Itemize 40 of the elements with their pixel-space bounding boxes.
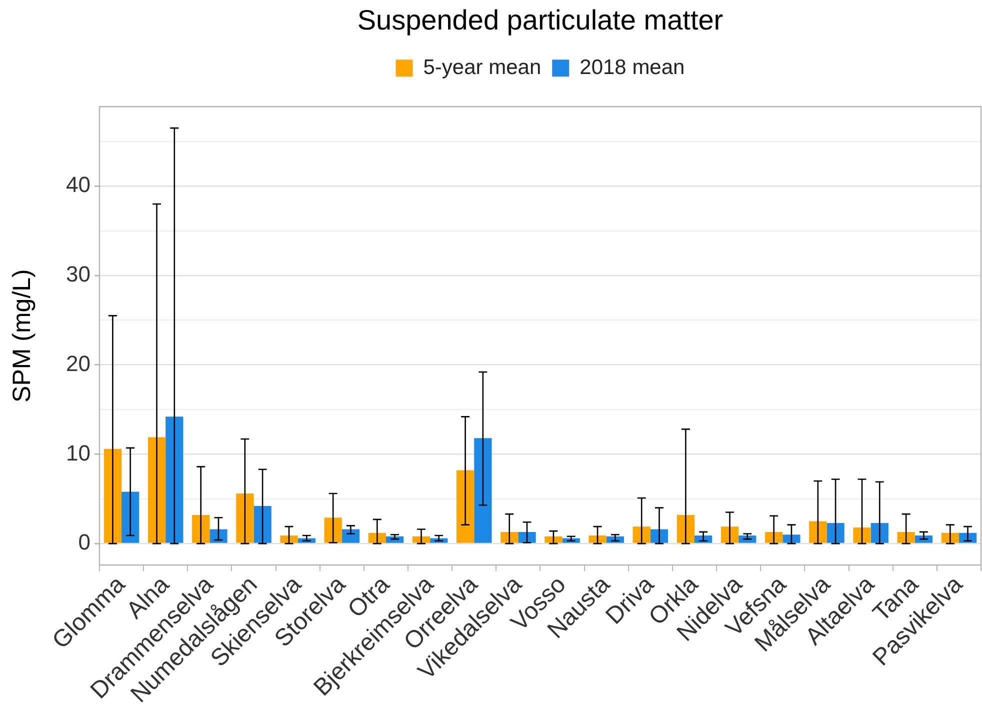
bar <box>870 523 888 543</box>
bar <box>518 532 536 543</box>
bar <box>544 536 562 543</box>
bar <box>765 532 783 543</box>
legend-label: 5-year mean <box>423 56 542 79</box>
bar <box>588 536 606 543</box>
bar <box>826 523 844 543</box>
legend-label: 2018 mean <box>580 56 685 79</box>
y-tick-label: 10 <box>66 440 90 466</box>
bar <box>474 438 492 543</box>
bar <box>104 448 122 543</box>
bar <box>941 532 959 543</box>
bar <box>148 437 166 543</box>
y-axis-title: SPM (mg/L) <box>8 269 36 402</box>
y-tick-label: 20 <box>66 350 90 376</box>
bar <box>166 416 184 543</box>
bar <box>782 534 800 543</box>
bar <box>809 521 827 543</box>
bar <box>254 506 272 543</box>
bar <box>192 514 210 543</box>
y-tick-label: 30 <box>66 262 90 287</box>
bar <box>853 527 871 543</box>
bar <box>412 536 430 543</box>
bar <box>500 532 518 543</box>
bar <box>738 536 756 543</box>
bar <box>236 494 254 543</box>
bar <box>914 536 933 543</box>
bar <box>456 470 474 543</box>
y-tick-label: 0 <box>78 530 90 555</box>
bar <box>632 526 650 543</box>
y-tick-label: 40 <box>66 172 90 198</box>
chart-title: Suspended particulate matter <box>357 4 724 36</box>
bar <box>280 536 298 543</box>
bar <box>676 514 695 543</box>
bar <box>342 529 360 543</box>
bar <box>368 532 386 543</box>
bar <box>324 518 342 543</box>
bar <box>122 492 140 543</box>
bar <box>210 529 228 543</box>
bar <box>897 532 915 543</box>
